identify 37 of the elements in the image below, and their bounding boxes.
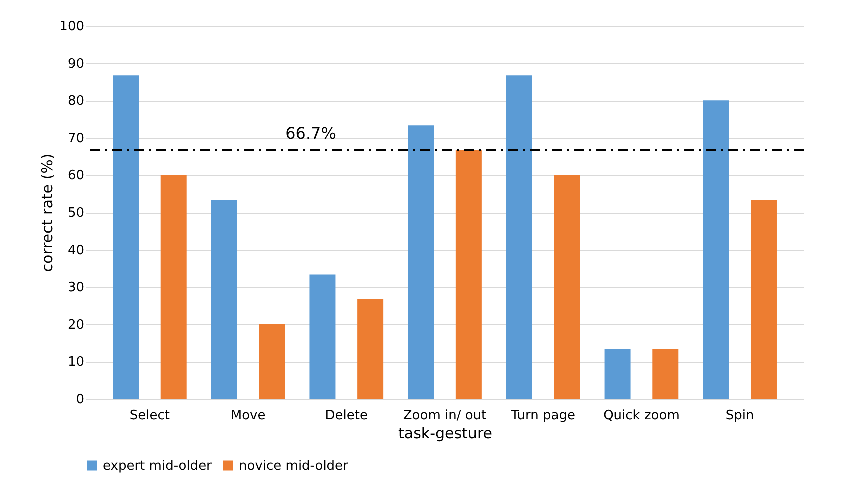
y-tick-label: 0 xyxy=(76,392,84,408)
y-tick-label: 100 xyxy=(60,20,84,34)
y-tick-label: 30 xyxy=(68,280,84,296)
x-axis-title: task-gesture xyxy=(398,424,493,442)
bar xyxy=(750,200,777,399)
bar xyxy=(310,274,336,399)
y-tick-label: 70 xyxy=(68,131,84,146)
bar xyxy=(160,175,187,399)
legend-label: novice mid-older xyxy=(239,458,350,474)
x-tick-label: Quick zoom xyxy=(604,408,680,424)
y-tick-label: 40 xyxy=(68,243,84,258)
bar xyxy=(554,175,580,399)
y-tick-label: 50 xyxy=(68,206,84,221)
x-tick-label: Delete xyxy=(325,408,368,424)
bar xyxy=(358,299,384,399)
bar xyxy=(703,100,730,399)
x-tick-label: Spin xyxy=(726,408,754,424)
x-tick-label: Zoom in/ out xyxy=(403,408,487,424)
y-axis-title: correct rate (%) xyxy=(38,154,57,272)
y-tick-label: 80 xyxy=(68,94,84,110)
x-tick-label: Select xyxy=(130,408,170,424)
bar xyxy=(113,76,140,399)
bar xyxy=(652,349,679,399)
bar xyxy=(456,150,482,399)
bar xyxy=(259,324,286,399)
bar xyxy=(211,200,238,399)
legend-label: expert mid-older xyxy=(103,458,213,474)
y-tick-label: 20 xyxy=(68,318,84,333)
y-tick-label: 90 xyxy=(68,56,84,72)
bar xyxy=(408,126,434,399)
x-tick-label: Move xyxy=(230,408,266,424)
bar xyxy=(604,349,631,399)
x-tick-label: Turn page xyxy=(510,408,576,424)
bar xyxy=(506,76,532,399)
ref-line-label: 66.7% xyxy=(286,124,336,144)
y-tick-label: 60 xyxy=(68,168,84,184)
y-tick-label: 10 xyxy=(68,355,84,370)
